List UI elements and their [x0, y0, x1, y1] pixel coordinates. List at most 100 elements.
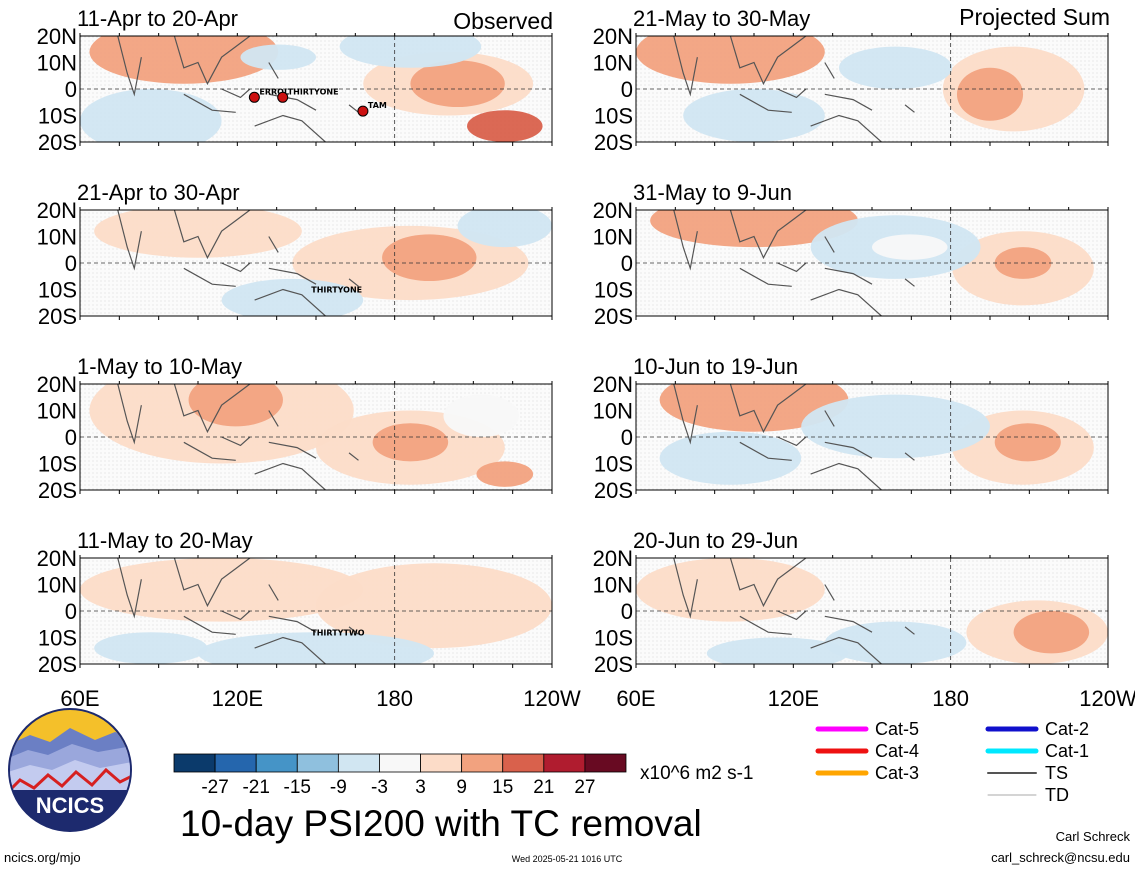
anomaly-contour	[240, 44, 316, 70]
lat-label: 10N	[37, 225, 77, 250]
coastline	[117, 384, 359, 490]
lat-label: 20S	[38, 652, 77, 677]
tc-label: ERROL	[259, 87, 289, 96]
lat-label: 20N	[37, 198, 77, 223]
lat-label: 0	[65, 425, 77, 450]
footer-url: ncics.org/mjo	[4, 850, 81, 865]
projected-header: Projected Sum	[959, 4, 1110, 30]
footer-email: carl_schreck@ncsu.edu	[991, 850, 1130, 865]
colorbar-swatch	[379, 753, 421, 773]
colorbar-swatch	[296, 753, 339, 773]
coastline	[117, 36, 359, 142]
lat-label: 20N	[593, 24, 633, 49]
anomaly-contour	[94, 210, 302, 258]
lat-label: 10N	[37, 51, 77, 76]
cyclone-icon	[277, 91, 289, 103]
legend-label: TD	[1045, 785, 1069, 805]
lat-label: 20N	[37, 546, 77, 571]
anomaly-shading	[89, 384, 534, 487]
colorbar-tick-label: -27	[201, 777, 228, 798]
logo-text: NCICS	[36, 793, 104, 818]
anomaly-contour	[80, 89, 222, 142]
anomaly-contour	[801, 394, 990, 459]
colorbar-swatch	[420, 753, 463, 773]
lon-label: 120W	[1079, 686, 1135, 711]
lat-label: 0	[621, 599, 633, 624]
anomaly-contour	[467, 110, 543, 142]
lat-label: 0	[621, 77, 633, 102]
colorbar-tick-label: -9	[330, 777, 347, 798]
colorbar-tick-label: 15	[492, 777, 513, 798]
anomaly-contour	[89, 36, 279, 84]
colorbar: -27 -21 -15 -9 -3 3 9 15 21 27	[173, 753, 627, 798]
lat-label: 10S	[594, 452, 633, 477]
anomaly-contour	[382, 234, 477, 282]
colorbar-tick-label: 3	[415, 777, 426, 798]
footer-timestamp: Wed 2025-05-21 1016 UTC	[512, 854, 623, 864]
lat-label: 10S	[38, 626, 77, 651]
anomaly-contour	[659, 431, 802, 485]
anomaly-shading	[659, 384, 1094, 485]
lat-label: 10N	[37, 573, 77, 598]
observed-header: Observed	[453, 8, 553, 34]
anomaly-contour	[650, 210, 858, 248]
colorbar-tick-label: 21	[533, 777, 554, 798]
lat-label: 10S	[594, 626, 633, 651]
anomaly-shading	[636, 36, 1085, 142]
anomaly-contour	[316, 563, 552, 649]
lon-label: 60E	[60, 686, 99, 711]
lat-label: 20N	[593, 198, 633, 223]
anomaly-contour	[372, 423, 449, 462]
anomaly-contour	[1013, 611, 1090, 654]
tc-label: TAM	[368, 101, 387, 110]
lon-label: 120W	[523, 686, 581, 711]
anomaly-contour	[476, 461, 534, 487]
anomaly-contour	[221, 278, 364, 316]
anomaly-contour	[683, 89, 825, 142]
legend-label: Cat-5	[875, 719, 919, 739]
tc-label: THIRTYONE	[288, 87, 339, 96]
colorbar-tick-label: 27	[574, 777, 595, 798]
lat-label: 10N	[37, 399, 77, 424]
legend-label: Cat-1	[1045, 741, 1089, 761]
coastline	[673, 36, 915, 142]
colorbar-tick-label: -15	[284, 777, 311, 798]
lat-label: 20S	[594, 130, 633, 155]
lat-label: 0	[65, 599, 77, 624]
lat-label: 10S	[38, 278, 77, 303]
anomaly-contour	[410, 60, 505, 108]
lon-label: 120E	[212, 686, 263, 711]
anomaly-shading	[80, 558, 552, 664]
lat-label: 20N	[37, 372, 77, 397]
anomaly-contour	[636, 558, 825, 622]
lat-label: 10S	[594, 278, 633, 303]
panel-title: 11-Apr to 20-Apr	[77, 6, 238, 31]
lat-label: 20N	[593, 546, 633, 571]
anomaly-shading	[80, 36, 543, 142]
panel-title: 21-May to 30-May	[633, 6, 810, 31]
colorbar-swatch	[584, 753, 627, 773]
anomaly-contour	[80, 558, 364, 622]
anomaly-contour	[457, 210, 552, 248]
lat-label: 0	[621, 425, 633, 450]
lat-label: 20S	[594, 478, 633, 503]
colorbar-tick-label: -21	[242, 777, 269, 798]
colorbar-tick-label: 9	[456, 777, 467, 798]
lat-label: 0	[621, 251, 633, 276]
anomaly-contour	[956, 67, 1024, 121]
lat-label: 0	[65, 251, 77, 276]
anomaly-contour	[994, 423, 1061, 462]
map-panels: 11-Apr to 20-Apr20N10N010S20SERROLTHIRTY…	[37, 6, 1135, 711]
panel-title: 10-Jun to 19-Jun	[633, 354, 798, 379]
coastline	[673, 210, 915, 316]
lat-label: 10N	[593, 573, 633, 598]
anomaly-contour	[872, 234, 948, 260]
